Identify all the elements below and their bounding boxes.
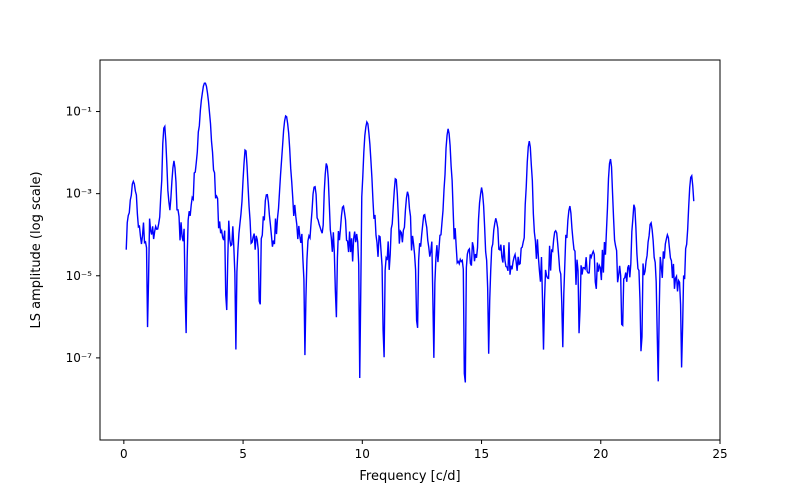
x-axis-label: Frequency [c/d] bbox=[359, 469, 460, 484]
x-tick-label: 10 bbox=[355, 447, 370, 461]
x-tick-label: 20 bbox=[593, 447, 608, 461]
x-tick-label: 15 bbox=[474, 447, 489, 461]
y-tick-label: 10⁻³ bbox=[66, 187, 93, 201]
x-tick-label: 5 bbox=[239, 447, 247, 461]
x-tick-label: 25 bbox=[712, 447, 727, 461]
y-tick-label: 10⁻⁷ bbox=[66, 351, 93, 365]
y-axis-label: LS amplitude (log scale) bbox=[29, 171, 44, 328]
chart-container: 0 5 10 15 20 25 10⁻⁷ 10⁻⁵ 10⁻³ 10⁻¹ Frequency [c… bbox=[0, 0, 800, 500]
x-tick-label: 0 bbox=[120, 447, 128, 461]
y-tick-label: 10⁻⁵ bbox=[66, 269, 93, 283]
periodogram-chart: 0 5 10 15 20 25 10⁻⁷ 10⁻⁵ 10⁻³ 10⁻¹ Frequency [c… bbox=[0, 0, 800, 500]
chart-background bbox=[0, 0, 800, 500]
y-tick-label: 10⁻¹ bbox=[66, 105, 93, 119]
